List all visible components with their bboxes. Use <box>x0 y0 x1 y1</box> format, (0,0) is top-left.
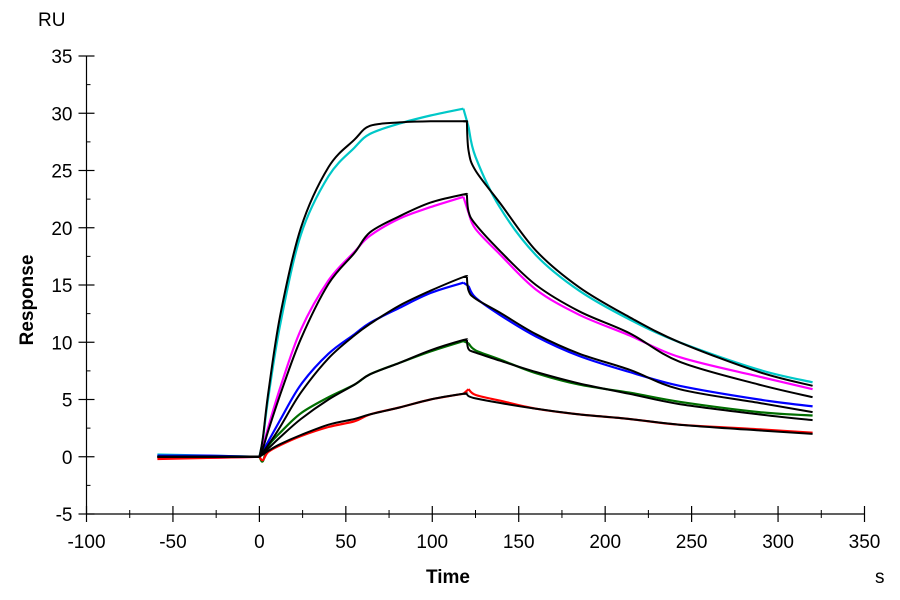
x-tick-label: 0 <box>254 532 265 553</box>
x-tick-label: 200 <box>589 532 621 553</box>
association-line <box>258 338 469 458</box>
x-tick-label: 350 <box>849 532 881 553</box>
x-tick-label: 150 <box>503 532 535 553</box>
series-data-1 <box>157 107 813 458</box>
association-line <box>258 392 469 458</box>
series-fit-5 <box>157 392 813 458</box>
axes-layer <box>85 56 865 515</box>
series-fit-2 <box>157 192 813 458</box>
association-line <box>258 192 469 458</box>
association-line <box>258 107 464 458</box>
association-line <box>258 281 464 458</box>
y-tick-label: 20 <box>51 219 72 240</box>
y-ticks: -5 0 5 10 15 20 25 30 35 <box>51 47 95 526</box>
y-unit-label: RU <box>38 10 65 31</box>
dissociation-line <box>465 339 813 422</box>
series-data-4 <box>157 340 813 463</box>
y-tick-label: 35 <box>51 47 72 68</box>
x-tick-label: 100 <box>416 532 448 553</box>
x-tick-label: 50 <box>335 532 356 553</box>
dissociation-line <box>467 342 813 417</box>
dissociation-line <box>467 285 813 408</box>
y-tick-label: 10 <box>51 333 72 354</box>
y-tick-label: 0 <box>62 448 73 469</box>
dissociation-line <box>465 276 813 414</box>
y-axis-title: Response <box>17 255 38 346</box>
dissociation-line <box>465 194 813 399</box>
x-ticks: -100 -50 0 50 100 150 200 250 300 350 <box>67 506 880 553</box>
dissociation-line <box>467 212 813 391</box>
y-tick-label: 5 <box>62 391 73 412</box>
y-tick-label: -5 <box>56 505 73 526</box>
dissociation-line <box>465 393 813 435</box>
x-tick-label: 250 <box>676 532 708 553</box>
series-layer <box>157 107 813 463</box>
x-tick-label: -100 <box>67 532 105 553</box>
y-tick-label: 25 <box>51 162 72 183</box>
dissociation-line <box>467 126 813 384</box>
association-line <box>258 274 469 458</box>
x-axis-title: Time <box>426 567 470 588</box>
series-data-3 <box>157 281 813 458</box>
y-tick-label: 15 <box>51 276 72 297</box>
x-tick-label: -50 <box>159 532 186 553</box>
x-unit-label: s <box>875 567 885 588</box>
x-tick-label: 300 <box>762 532 794 553</box>
dissociation-line <box>465 121 813 387</box>
y-tick-label: 30 <box>51 104 72 125</box>
association-line <box>258 120 469 457</box>
